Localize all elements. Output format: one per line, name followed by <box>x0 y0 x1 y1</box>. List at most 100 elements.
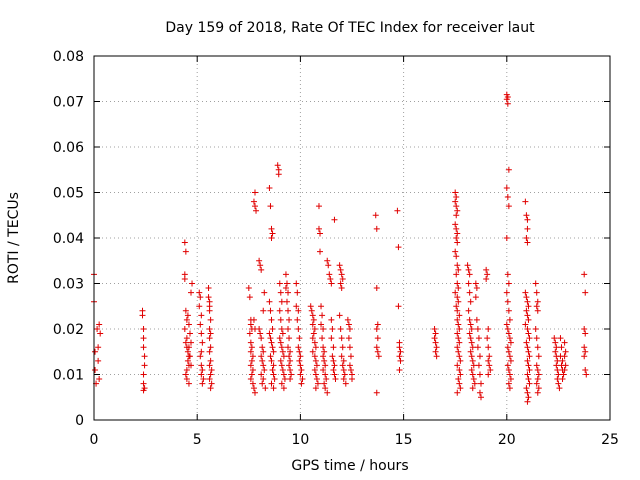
data-point <box>96 321 103 328</box>
data-point <box>535 385 542 392</box>
data-point <box>267 335 274 342</box>
data-point <box>197 294 204 301</box>
data-point <box>312 385 319 392</box>
data-point <box>206 348 213 355</box>
data-point <box>581 326 588 332</box>
data-point <box>295 344 302 351</box>
data-point <box>551 335 558 342</box>
data-point <box>199 366 206 373</box>
data-point <box>526 353 533 360</box>
data-point <box>207 330 214 337</box>
data-point <box>200 376 207 383</box>
data-point <box>582 289 589 296</box>
data-point <box>486 353 493 360</box>
data-point <box>507 339 514 346</box>
data-point <box>524 298 531 305</box>
data-point <box>525 303 532 310</box>
data-point <box>506 371 513 378</box>
data-point <box>259 357 266 364</box>
data-point <box>198 312 205 319</box>
data-point <box>559 357 566 364</box>
data-point <box>285 289 292 296</box>
data-point <box>318 303 325 310</box>
data-point <box>206 335 213 342</box>
data-point <box>285 307 292 314</box>
data-point <box>454 316 461 323</box>
data-point <box>339 362 346 369</box>
data-point <box>505 348 512 355</box>
data-point <box>313 376 320 383</box>
data-point <box>315 203 322 210</box>
plot-frame <box>93 55 611 421</box>
data-point <box>336 312 343 319</box>
data-point <box>504 326 511 332</box>
data-point <box>553 344 560 351</box>
y-tick-label: 0.04 <box>53 231 84 247</box>
data-point <box>297 353 304 360</box>
data-point <box>207 385 214 392</box>
data-point <box>287 376 294 383</box>
data-point <box>267 353 274 360</box>
data-point <box>485 326 492 332</box>
data-point <box>534 307 541 314</box>
data-point <box>288 371 295 378</box>
data-point <box>319 335 326 342</box>
data-point <box>183 366 190 373</box>
data-point <box>476 353 483 360</box>
data-point <box>347 353 354 360</box>
data-point <box>266 184 273 191</box>
y-tick-label: 0.01 <box>53 368 84 384</box>
data-point <box>198 348 205 355</box>
data-point <box>465 266 472 273</box>
data-point <box>467 335 474 342</box>
data-point <box>260 307 267 314</box>
data-point <box>280 353 287 360</box>
data-point <box>184 348 191 355</box>
data-point <box>523 385 530 392</box>
data-point <box>92 366 99 373</box>
data-point <box>309 312 316 319</box>
x-tick-label: 25 <box>601 432 619 448</box>
data-point <box>208 380 215 387</box>
data-point <box>344 316 351 323</box>
data-point <box>506 385 513 392</box>
data-point <box>338 335 345 342</box>
data-point <box>261 289 268 296</box>
data-point <box>581 271 588 278</box>
data-point <box>188 362 195 369</box>
data-point <box>317 230 324 237</box>
data-point <box>474 344 481 351</box>
data-point <box>205 294 212 301</box>
data-point <box>140 387 147 394</box>
data-point <box>526 366 533 373</box>
data-point <box>468 339 475 346</box>
data-point <box>454 330 461 337</box>
data-point <box>198 362 205 369</box>
data-point <box>297 371 304 378</box>
data-point <box>345 321 352 328</box>
data-point <box>268 339 275 346</box>
data-point <box>296 348 303 355</box>
data-point <box>268 235 275 241</box>
y-tick-label: 0.02 <box>53 322 84 338</box>
data-point <box>467 321 474 328</box>
data-point <box>275 171 282 178</box>
data-point <box>312 371 319 378</box>
data-point <box>321 357 328 364</box>
data-point <box>468 366 475 373</box>
data-point <box>206 362 213 369</box>
x-tick-label: 5 <box>193 432 202 448</box>
data-point <box>199 339 206 346</box>
data-point <box>523 339 530 346</box>
data-point <box>432 339 439 346</box>
x-axis-label: GPS time / hours <box>291 458 408 474</box>
y-tick-label: 0.06 <box>53 140 84 156</box>
data-point <box>330 344 337 351</box>
data-point <box>96 376 103 383</box>
data-point <box>558 344 565 351</box>
data-point <box>375 353 382 360</box>
data-point <box>188 339 195 346</box>
data-point <box>189 280 196 287</box>
data-point <box>140 335 147 342</box>
data-point <box>270 362 277 369</box>
